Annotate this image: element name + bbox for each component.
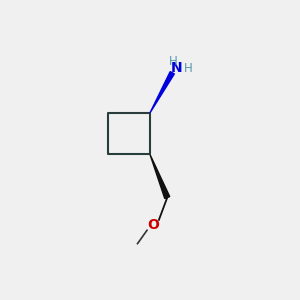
- Text: O: O: [147, 218, 159, 232]
- Polygon shape: [150, 154, 170, 199]
- Text: H: H: [184, 62, 192, 75]
- Text: H: H: [169, 55, 178, 68]
- Polygon shape: [150, 72, 174, 113]
- Text: N: N: [171, 61, 183, 75]
